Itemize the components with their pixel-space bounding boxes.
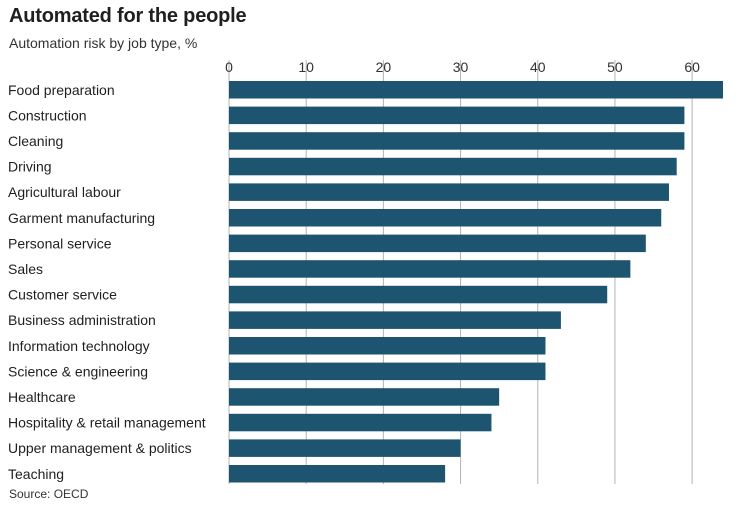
chart-title: Automated for the people (9, 5, 247, 27)
x-tick-label: 10 (298, 59, 314, 75)
bar (229, 311, 561, 329)
category-label: Science & engineering (8, 363, 148, 379)
category-label: Hospitality & retail management (8, 415, 206, 431)
category-label: Driving (8, 159, 52, 175)
category-label: Food preparation (8, 82, 115, 98)
bar (229, 132, 685, 150)
bar (229, 260, 631, 278)
bar (229, 337, 546, 355)
category-label: Agricultural labour (8, 184, 121, 200)
category-label: Personal service (8, 235, 112, 251)
category-label: Sales (8, 261, 43, 277)
x-tick-label: 40 (530, 59, 546, 75)
bar (229, 285, 608, 304)
bar (229, 157, 677, 176)
bar (229, 465, 446, 483)
bar (229, 209, 662, 227)
category-label: Information technology (8, 338, 150, 354)
category-label: Garment manufacturing (8, 210, 155, 226)
x-tick-label: 60 (684, 59, 700, 75)
bar (229, 413, 492, 432)
category-label: Customer service (8, 287, 117, 303)
category-label: Upper management & politics (8, 440, 192, 456)
category-label: Healthcare (8, 389, 76, 405)
bar (229, 388, 500, 406)
x-tick-label: 30 (453, 59, 469, 75)
x-tick-label: 0 (225, 59, 233, 75)
bar (229, 439, 461, 457)
bar (229, 106, 685, 125)
category-label: Business administration (8, 312, 156, 328)
bar (229, 362, 546, 381)
category-label: Cleaning (8, 133, 63, 149)
x-tick-label: 20 (376, 59, 392, 75)
bar (229, 234, 646, 253)
category-label: Construction (8, 107, 87, 123)
category-label: Teaching (8, 466, 64, 482)
chart-subtitle: Automation risk by job type, % (9, 35, 198, 51)
bar (229, 183, 669, 201)
bar (229, 81, 723, 99)
x-tick-label: 50 (607, 59, 623, 75)
source-note: Source: OECD (9, 487, 89, 501)
